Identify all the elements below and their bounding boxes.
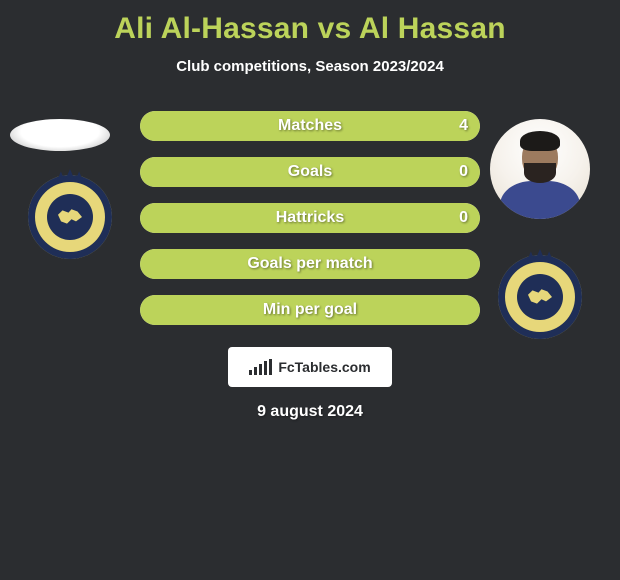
stat-value: 0 xyxy=(459,203,468,233)
stat-row: Goals 0 xyxy=(140,157,480,187)
club-crest-right xyxy=(498,255,582,339)
subtitle: Club competitions, Season 2023/2024 xyxy=(0,58,620,75)
brand-text: FcTables.com xyxy=(278,359,370,375)
stat-row: Matches 4 xyxy=(140,111,480,141)
stat-label: Goals per match xyxy=(140,249,480,279)
stat-row: Hattricks 0 xyxy=(140,203,480,233)
comparison-infographic: Ali Al-Hassan vs Al Hassan Club competit… xyxy=(0,0,620,580)
bars-icon xyxy=(249,359,272,375)
player-left-avatar xyxy=(10,119,110,151)
stat-value: 0 xyxy=(459,157,468,187)
stat-value: 4 xyxy=(459,111,468,141)
stat-label: Hattricks xyxy=(140,203,480,233)
stat-row: Goals per match xyxy=(140,249,480,279)
stat-label: Goals xyxy=(140,157,480,187)
player-right-avatar xyxy=(490,119,590,219)
stat-label: Matches xyxy=(140,111,480,141)
stat-bars: Matches 4 Goals 0 Hattricks 0 Goals per … xyxy=(140,111,480,341)
brand-watermark: FcTables.com xyxy=(228,347,392,387)
club-crest-left xyxy=(28,175,112,259)
stat-label: Min per goal xyxy=(140,295,480,325)
page-title: Ali Al-Hassan vs Al Hassan xyxy=(0,0,620,46)
stat-row: Min per goal xyxy=(140,295,480,325)
date-text: 9 august 2024 xyxy=(0,403,620,421)
